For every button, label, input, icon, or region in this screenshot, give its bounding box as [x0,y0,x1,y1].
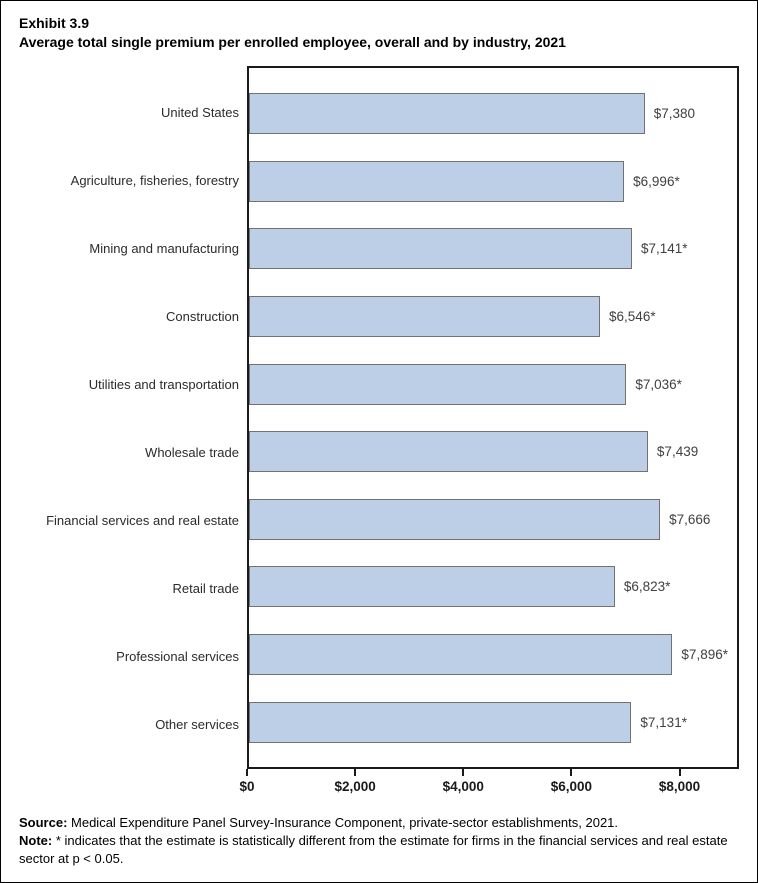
bar [249,498,661,540]
category-label-row: Wholesale trade [1,418,239,486]
tick-mark [678,769,681,776]
source-line: Source: Medical Expenditure Panel Survey… [19,814,735,832]
bar-row: $6,996* [249,148,737,216]
bar-row: $7,896* [249,621,737,689]
value-label: $7,666 [669,511,711,527]
bar-row: $7,439 [249,418,737,486]
bar-row: $7,666 [249,486,737,554]
category-label-row: Retail trade [1,554,239,622]
bar [249,296,601,338]
category-label: Wholesale trade [145,444,239,460]
category-label: Agriculture, fisheries, forestry [70,172,239,188]
category-label-row: Financial services and real estate [1,486,239,554]
source-label: Source: [19,815,68,830]
category-label: United States [160,104,239,120]
tick-label: $8,000 [658,779,701,794]
value-label: $6,546* [609,309,656,325]
tick-mark [570,769,573,776]
title-block: Exhibit 3.9 Average total single premium… [19,14,739,52]
category-label: Utilities and transportation [88,376,239,392]
tick-label: $4,000 [442,779,484,794]
bar-row: $7,131* [249,688,737,756]
category-label: Financial services and real estate [46,512,239,528]
chart-title: Average total single premium per enrolle… [19,34,566,50]
bar [249,431,648,473]
value-label: $6,996* [633,173,680,189]
bar [249,566,615,608]
bar-row: $7,380 [249,80,737,148]
category-label-row: Other services [1,690,239,758]
category-label: Professional services [116,648,239,664]
tick-mark [246,769,248,776]
category-label-row: United States [1,78,239,146]
note-label: Note: [19,833,53,848]
tick-label: $6,000 [550,779,593,794]
value-label: $6,823* [623,579,671,595]
value-label: $7,131* [640,714,687,730]
tick-label: $2,000 [334,779,376,794]
category-label-row: Professional services [1,622,239,690]
note-text: * indicates that the estimate is statist… [19,833,728,866]
bar [249,363,627,405]
category-label: Mining and manufacturing [89,240,239,256]
tick-label: $0 [239,779,255,794]
category-label-row: Utilities and transportation [1,350,239,418]
footer: Source: Medical Expenditure Panel Survey… [19,814,735,868]
x-axis: $0 $2,000 $4,000 $6,000 $8,000 [239,769,739,803]
bar-row: $7,141* [249,215,737,283]
category-label: Retail trade [172,580,239,596]
category-label: Other services [155,716,239,732]
bar [249,93,645,135]
bar-row: $6,823* [249,553,737,621]
category-label-row: Agriculture, fisheries, forestry [1,146,239,214]
category-label-row: Construction [1,282,239,350]
value-label: $7,896* [681,647,728,663]
tick-mark [354,769,357,776]
category-labels: United States Agriculture, fisheries, for… [1,66,239,769]
value-label: $7,380 [653,106,696,122]
bar [249,634,673,676]
source-text: Medical Expenditure Panel Survey-Insuran… [67,815,619,830]
bar-row: $7,036* [249,350,737,418]
category-label-row: Mining and manufacturing [1,214,239,282]
tick-mark [462,769,465,776]
bar [249,228,632,270]
note-line: Note: * indicates that the estimate is s… [19,832,735,868]
exhibit-number: Exhibit 3.9 [19,15,90,31]
value-label: $7,141* [640,241,688,257]
value-label: $7,036* [635,376,682,392]
bar [249,160,625,202]
plot-area: $7,380 $6,996* $7,141* $6,546* $7,036* $7,439… [247,66,739,769]
bar [249,701,632,743]
bar-row: $6,546* [249,283,737,351]
category-label: Construction [166,308,239,324]
value-label: $7,439 [656,444,699,460]
